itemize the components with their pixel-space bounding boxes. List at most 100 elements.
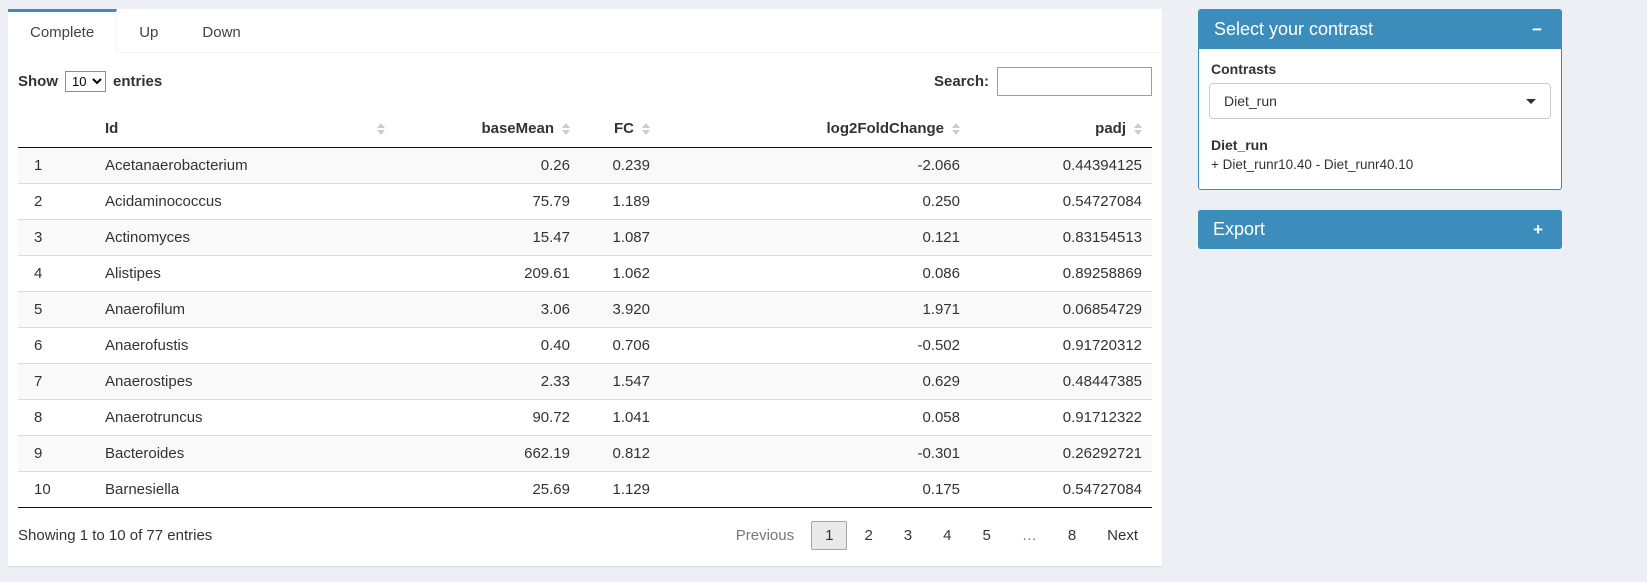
table-footer: Showing 1 to 10 of 77 entries Previous 1… bbox=[18, 508, 1152, 552]
table-cell: 0.706 bbox=[580, 327, 660, 364]
pagination-page-8[interactable]: 8 bbox=[1067, 527, 1077, 544]
table-cell: 0.06854729 bbox=[970, 291, 1152, 328]
pagination-page-1[interactable]: 1 bbox=[811, 521, 848, 550]
table-cell: 0.48447385 bbox=[970, 363, 1152, 400]
table-cell: Alistipes bbox=[95, 255, 395, 292]
page-size-select[interactable]: 10 bbox=[65, 71, 106, 92]
table-cell: 0.83154513 bbox=[970, 219, 1152, 256]
tab-down[interactable]: Down bbox=[202, 24, 241, 41]
column-label: padj bbox=[1095, 120, 1126, 137]
table-cell: Bacteroides bbox=[95, 435, 395, 472]
table-cell: 0.91712322 bbox=[970, 399, 1152, 436]
contrast-select-value: Diet_run bbox=[1224, 93, 1277, 109]
table-cell: 0.54727084 bbox=[970, 183, 1152, 220]
tab-complete[interactable]: Complete bbox=[8, 9, 118, 53]
table-cell: 0.91720312 bbox=[970, 327, 1152, 364]
export-box-header: Export + bbox=[1198, 209, 1562, 249]
plus-icon[interactable]: + bbox=[1533, 219, 1543, 239]
contrast-box-header: Select your contrast − bbox=[1199, 10, 1561, 49]
table-cell: 209.61 bbox=[395, 255, 580, 292]
show-entries-control: Show 10 entries bbox=[18, 71, 162, 92]
table-cell: Actinomyces bbox=[95, 219, 395, 256]
table-cell: 3.06 bbox=[395, 291, 580, 328]
pagination: Previous 1 2 3 4 5 … 8 Next bbox=[719, 521, 1152, 550]
column-header-padj[interactable]: padj bbox=[970, 110, 1152, 148]
table-cell: 5 bbox=[18, 291, 95, 328]
pagination-page-5[interactable]: 5 bbox=[982, 527, 991, 544]
pagination-page-3[interactable]: 3 bbox=[903, 527, 913, 544]
table-row: 10 Barnesiella 25.69 1.129 0.175 0.54727084 bbox=[18, 471, 1152, 508]
table-cell: 0.058 bbox=[660, 399, 970, 436]
contrast-select[interactable]: Diet_run bbox=[1209, 83, 1551, 119]
column-label: FC bbox=[614, 120, 634, 137]
table-cell: 0.175 bbox=[660, 471, 970, 508]
table-toolbar: Show 10 entries Search: bbox=[18, 63, 1152, 110]
table-cell: Acetanaerobacterium bbox=[105, 157, 248, 174]
table-cell: 1.129 bbox=[580, 471, 660, 508]
column-header-id[interactable]: Id bbox=[95, 110, 395, 148]
table-cell: 0.89258869 bbox=[970, 255, 1152, 292]
table-row: 4 Alistipes 209.61 1.062 0.086 0.89258869 bbox=[18, 255, 1152, 292]
table-cell: 8 bbox=[18, 399, 95, 436]
table-cell: Anaerofustis bbox=[95, 327, 395, 364]
table-cell: 2 bbox=[18, 183, 95, 220]
column-header-fc[interactable]: FC bbox=[580, 110, 660, 148]
tab-content: Show 10 entries Search: bbox=[8, 53, 1162, 566]
table-cell: 0.812 bbox=[580, 435, 660, 472]
table-cell: 1.971 bbox=[660, 291, 970, 328]
table-cell: 75.79 bbox=[395, 183, 580, 220]
show-label: Show bbox=[18, 73, 58, 90]
sort-icon[interactable] bbox=[642, 122, 650, 135]
table-cell: 1.087 bbox=[580, 219, 660, 256]
table-row: 6 Anaerofustis 0.40 0.706 -0.502 0.91720312 bbox=[18, 327, 1152, 364]
minus-icon[interactable]: − bbox=[1532, 20, 1542, 39]
column-header-basemean[interactable]: baseMean bbox=[395, 110, 580, 148]
table-cell: 9 bbox=[18, 435, 95, 472]
sort-icon[interactable] bbox=[562, 122, 570, 135]
column-label: Id bbox=[105, 120, 119, 137]
search-input[interactable] bbox=[997, 67, 1152, 96]
table-header: Id baseMean FC bbox=[18, 110, 1152, 148]
search-control: Search: bbox=[934, 67, 1152, 96]
table-row: 9 Bacteroides 662.19 0.812 -0.301 0.26292721 bbox=[18, 435, 1152, 472]
table-cell: 1.041 bbox=[580, 399, 660, 436]
pagination-previous[interactable]: Previous bbox=[735, 527, 795, 544]
entries-label: entries bbox=[113, 73, 163, 90]
pagination-page-4[interactable]: 4 bbox=[943, 527, 952, 544]
table-row: 5 Anaerofilum 3.06 3.920 1.971 0.06854729 bbox=[18, 291, 1152, 328]
table-cell: Anaerotruncus bbox=[95, 399, 395, 436]
sidebar: Select your contrast − Contrasts Diet_ru… bbox=[1198, 9, 1562, 269]
table-cell: 1.547 bbox=[580, 363, 660, 400]
column-header-log2foldchange[interactable]: log2FoldChange bbox=[660, 110, 970, 148]
table-row: 7 Anaerostipes 2.33 1.547 0.629 0.48447385 bbox=[18, 363, 1152, 400]
table-cell: 3 bbox=[18, 219, 95, 256]
table-cell: 1.062 bbox=[580, 255, 660, 292]
contrasts-label: Contrasts bbox=[1211, 61, 1277, 77]
column-label: baseMean bbox=[481, 120, 554, 137]
pagination-page-2[interactable]: 2 bbox=[864, 527, 873, 544]
table-cell: -0.301 bbox=[660, 435, 970, 472]
table-cell: 7 bbox=[18, 363, 95, 400]
sort-icon[interactable] bbox=[377, 122, 385, 135]
pagination-ellipsis: … bbox=[1021, 527, 1037, 544]
table-header-row: Id baseMean FC bbox=[18, 110, 1152, 148]
pagination-next[interactable]: Next bbox=[1107, 527, 1138, 544]
table-cell: 6 bbox=[18, 327, 95, 364]
table-row: 8 Anaerotruncus 90.72 1.041 0.058 0.91712322 bbox=[18, 399, 1152, 436]
table-cell: 0.40 bbox=[395, 327, 580, 364]
column-label: log2FoldChange bbox=[826, 120, 945, 137]
table-info: Showing 1 to 10 of 77 entries bbox=[18, 527, 213, 544]
table-cell: 0.44394125 bbox=[1062, 157, 1142, 174]
table-cell: 1.189 bbox=[580, 183, 660, 220]
sort-icon[interactable] bbox=[952, 122, 960, 135]
table-row: 1 Acetanaerobacterium 0.26 0.239 -2.066 0.443… bbox=[18, 147, 1152, 184]
table-cell: 0.250 bbox=[660, 183, 970, 220]
column-header-rownum bbox=[18, 110, 95, 148]
contrast-box-body: Contrasts Diet_run Diet_run + Diet_runr1… bbox=[1199, 49, 1561, 189]
sort-icon[interactable] bbox=[1134, 122, 1142, 135]
contrast-formula: + Diet_runr10.40 - Diet_runr40.10 bbox=[1211, 157, 1414, 173]
tab-up[interactable]: Up bbox=[139, 24, 159, 41]
chevron-down-icon bbox=[1526, 98, 1536, 104]
table-body: 1 Acetanaerobacterium 0.26 0.239 -2.066 0.443… bbox=[18, 147, 1152, 508]
contrast-description: Diet_run + Diet_runr10.40 - Diet_runr40.… bbox=[1209, 135, 1551, 175]
